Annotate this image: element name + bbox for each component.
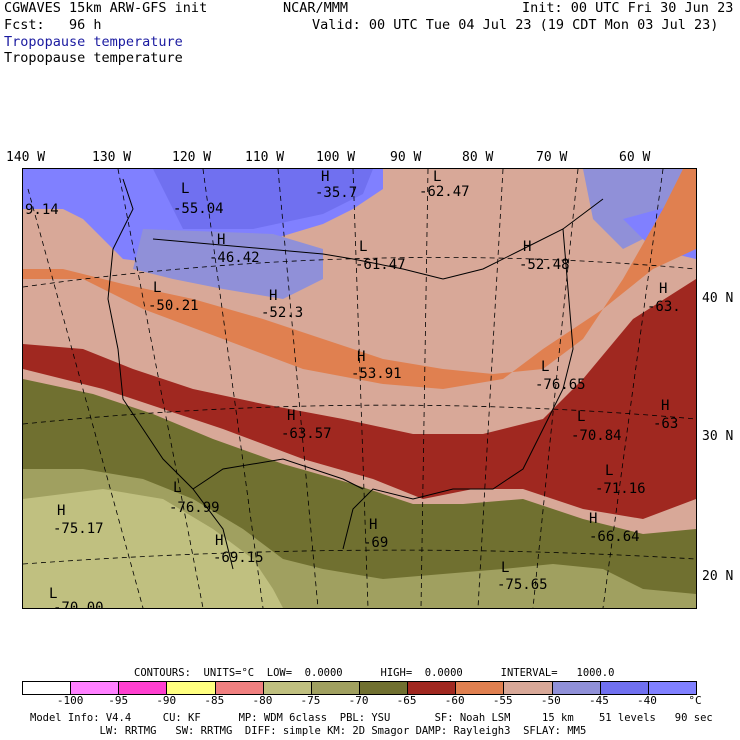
legend-swatch [167,682,216,694]
low-marker: L [181,181,190,197]
map-value-label: -63. [647,299,681,315]
legend-swatch [648,682,696,694]
legend-tick-label: -65 [396,694,417,707]
legend-swatch [600,682,649,694]
map-value-label: -52.48 [519,257,570,273]
map-value-label: -66.64 [589,529,640,545]
map-value-label: -71.16 [595,481,646,497]
high-marker: H [661,398,670,414]
low-marker: L [577,409,586,425]
legend-tick-label: °C [688,694,702,707]
high-marker: H [523,239,532,255]
map-value-label: -75.17 [53,521,104,537]
color-legend-bar [22,681,697,695]
legend-tick-label: -90 [156,694,177,707]
map-value-label: -53.91 [351,366,402,382]
init-time: Init: 00 UTC Fri 30 Jun 23 [522,0,734,16]
lat-label: 20 N [702,569,734,584]
legend-tick-label: -80 [252,694,273,707]
lon-label: 80 W [462,150,494,165]
map-value-label: -55.04 [173,201,224,217]
low-marker: L [49,586,58,602]
lon-label: 130 W [92,150,132,165]
map-value-label: -62.47 [419,184,470,200]
high-marker: H [589,511,598,527]
map-value-label: -69 [363,535,389,551]
lon-label: 60 W [619,150,651,165]
low-marker: L [501,560,510,576]
legend-tick-label: -100 [56,694,84,707]
legend-tick-label: -60 [444,694,465,707]
legend-swatch [215,682,264,694]
map-field [23,169,696,608]
map-value-label: -76.99 [169,500,220,516]
low-marker: L [433,169,442,185]
map-value-label: -76.65 [535,377,586,393]
legend-tick-label: -85 [204,694,225,707]
lon-label: 120 W [172,150,212,165]
low-marker: L [173,480,182,496]
legend-swatch [456,682,505,694]
forecast-hour: Fcst: 96 h [4,17,102,33]
high-marker: H [217,232,226,248]
field-title-2: Tropopause temperature [4,50,183,66]
contour-info: CONTOURS: UNITS=°C LOW= 0.0000 HIGH= 0.0… [134,667,615,679]
map-value-label: -50.21 [148,298,199,314]
map-value-label: -70.84 [571,428,622,444]
legend-swatch [311,682,360,694]
high-marker: H [215,533,224,549]
legend-swatch [359,682,409,694]
model-title: CGWAVES 15km ARW-GFS init [4,0,208,16]
map-value-label: -75.65 [497,577,548,593]
legend-swatch [263,682,312,694]
legend-tick-label: -95 [108,694,129,707]
map-value-label: -61.47 [355,257,406,273]
lon-label: 100 W [316,150,356,165]
lat-label: 30 N [702,429,734,444]
high-marker: H [369,517,378,533]
tropopause-temperature-map: 9.14 L -55.04 H -35.7 L -62.47 H -46.42 … [22,168,697,609]
legend-tick-label: -50 [540,694,561,707]
high-marker: H [321,169,330,185]
map-value-label: -69.15 [213,550,264,566]
map-value-label: -70.00 [53,600,104,609]
model-info-line1: Model Info: V4.4 CU: KF MP: WDM 6class P… [30,712,713,724]
map-value-label: 9.14 [25,202,59,218]
model-info-line2: LW: RRTMG SW: RRTMG DIFF: simple KM: 2D … [30,725,587,737]
lon-label: 90 W [390,150,422,165]
high-marker: H [659,281,668,297]
map-value-label: -63 [653,416,679,432]
legend-tick-label: -55 [492,694,513,707]
valid-time: Valid: 00 UTC Tue 04 Jul 23 (19 CDT Mon … [312,17,719,33]
legend-tick-label: -40 [637,694,657,707]
legend-swatch [504,682,553,694]
field-title-1: Tropopause temperature [4,34,183,50]
legend-swatch [119,682,168,694]
legend-swatch [552,682,601,694]
low-marker: L [541,359,550,375]
high-marker: H [287,408,296,424]
lat-label: 40 N [702,291,734,306]
low-marker: L [153,280,162,296]
map-value-label: -46.42 [209,250,260,266]
low-marker: L [359,239,368,255]
legend-swatch [23,682,72,694]
map-value-label: -63.57 [281,426,332,442]
map-value-label: -52.3 [261,305,304,321]
high-marker: H [357,349,366,365]
legend-tick-label: -70 [348,694,369,707]
map-value-label: -35.7 [315,185,358,201]
organization: NCAR/MMM [283,0,349,16]
lon-label: 110 W [245,150,285,165]
high-marker: H [57,503,66,519]
legend-swatch [71,682,120,694]
high-marker: H [269,288,278,304]
lon-label: 70 W [536,150,568,165]
low-marker: L [605,463,614,479]
legend-tick-label: -45 [588,694,609,707]
lon-label: 140 W [6,150,46,165]
legend-tick-label: -75 [300,694,321,707]
legend-swatch [408,682,457,694]
